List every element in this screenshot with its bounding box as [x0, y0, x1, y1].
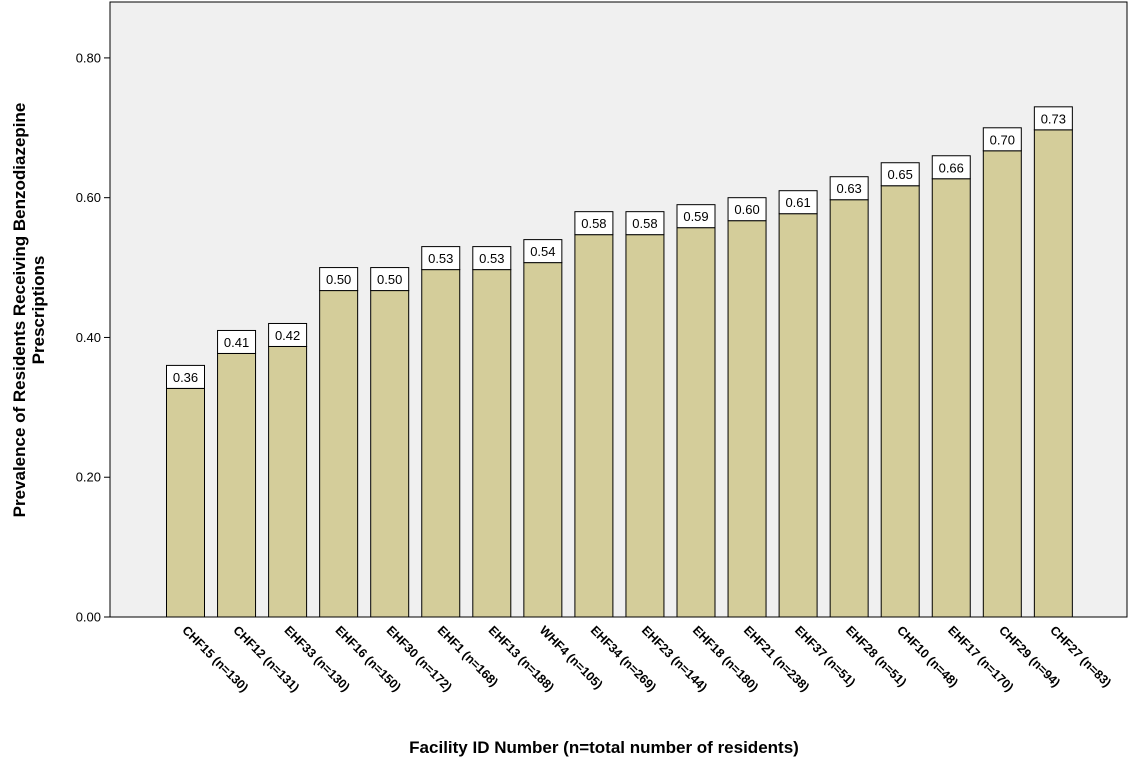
bar — [421, 269, 461, 618]
data-label-box — [574, 211, 614, 236]
data-label-box — [625, 211, 665, 236]
x-axis-title: Facility ID Number (n=total number of re… — [409, 738, 799, 757]
data-label: 0.50 — [326, 272, 351, 287]
bar — [523, 262, 563, 618]
data-label: 0.53 — [428, 251, 453, 266]
bar — [778, 213, 818, 618]
data-label-box — [778, 190, 818, 215]
data-label: 0.66 — [939, 160, 964, 175]
data-label-box — [727, 197, 767, 222]
data-label-box — [166, 364, 205, 389]
data-label: 0.58 — [632, 216, 657, 231]
data-label-box — [217, 329, 257, 354]
data-label-box — [1033, 106, 1073, 131]
plot-area — [109, 1, 1128, 618]
data-label-box — [319, 267, 359, 292]
data-label: 0.60 — [734, 202, 759, 217]
data-label: 0.61 — [785, 195, 810, 210]
bar-series: 0.36 0.41 0.42 0.50 0.50 0.53 0.53 0.54 0.58 0.58… — [166, 106, 1073, 618]
bar — [472, 269, 512, 618]
bar — [166, 387, 205, 618]
bar — [931, 178, 971, 618]
bar — [268, 345, 308, 618]
data-label-box — [421, 246, 461, 271]
bar — [625, 234, 665, 618]
y-tick-label: 0.00 — [76, 610, 101, 625]
bar — [880, 185, 920, 618]
bar — [217, 352, 257, 618]
y-tick-label: 0.60 — [76, 190, 101, 205]
bar — [727, 220, 767, 618]
data-label-box — [370, 267, 410, 292]
data-label: 0.70 — [990, 132, 1015, 147]
bar — [370, 290, 410, 618]
bar — [1033, 129, 1073, 618]
data-label: 0.36 — [173, 370, 198, 385]
data-label: 0.50 — [377, 272, 402, 287]
y-axis-title-line: Prevalence of Residents Receiving Benzod… — [10, 103, 29, 518]
data-label: 0.58 — [581, 216, 606, 231]
data-label-box — [931, 155, 971, 180]
bar — [829, 199, 869, 618]
data-label: 0.54 — [530, 244, 555, 259]
data-label-box — [268, 322, 308, 347]
x-axis-tick-labels: CHF15 (n=130)CHF12 (n=131)EHF33 (n=130)E… — [179, 623, 1113, 695]
y-tick-label: 0.40 — [76, 330, 101, 345]
bar — [574, 234, 614, 618]
bar — [676, 227, 716, 618]
data-label-box — [523, 239, 563, 264]
bar — [982, 150, 1022, 618]
data-label: 0.42 — [275, 328, 300, 343]
data-label: 0.59 — [683, 209, 708, 224]
data-label-box — [880, 162, 920, 187]
data-label: 0.53 — [479, 251, 504, 266]
data-label: 0.73 — [1041, 111, 1066, 126]
data-label-box — [472, 246, 512, 271]
y-axis-title-line: Prescriptions — [29, 256, 48, 365]
y-tick-label: 0.20 — [76, 470, 101, 485]
data-label-box — [982, 127, 1022, 152]
bar — [319, 290, 359, 618]
data-label: 0.65 — [888, 167, 913, 182]
y-axis: 0.00 0.20 0.40 0.60 0.80 — [76, 50, 110, 625]
y-axis-title: Prevalence of Residents Receiving Benzod… — [10, 103, 48, 518]
data-label: 0.41 — [224, 335, 249, 350]
y-tick-label: 0.80 — [76, 50, 101, 65]
data-label: 0.63 — [836, 181, 861, 196]
data-label-box — [829, 176, 869, 201]
data-label-box — [676, 204, 716, 229]
